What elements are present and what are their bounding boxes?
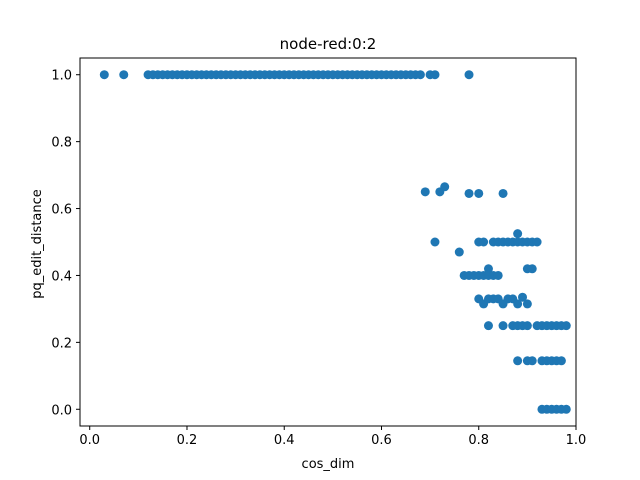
- data-point: [498, 188, 508, 198]
- data-point: [561, 404, 571, 414]
- data-point: [493, 270, 503, 280]
- data-point: [513, 229, 523, 239]
- data-point: [454, 247, 464, 257]
- data-point: [518, 292, 528, 302]
- x-axis-label: cos_dim: [302, 457, 355, 472]
- data-point: [430, 70, 440, 80]
- y-tick-label: 0.6: [51, 203, 72, 218]
- data-point: [522, 321, 532, 331]
- data-point: [532, 237, 542, 247]
- data-point: [119, 70, 129, 80]
- chart-title: node-red:0:2: [280, 35, 377, 53]
- data-point: [527, 356, 537, 366]
- data-point: [561, 321, 571, 331]
- x-tick-label: 0.4: [274, 433, 295, 448]
- x-tick-label: 0.6: [371, 433, 392, 448]
- data-point: [464, 70, 474, 80]
- x-tick-label: 0.0: [79, 433, 100, 448]
- data-point: [464, 188, 474, 198]
- points-layer: [99, 70, 571, 414]
- y-tick-label: 0.0: [51, 403, 72, 418]
- x-tick-label: 1.0: [566, 433, 587, 448]
- data-point: [415, 70, 425, 80]
- data-point: [474, 188, 484, 198]
- data-point: [479, 237, 489, 247]
- y-tick-label: 0.8: [51, 136, 72, 151]
- data-point: [527, 264, 537, 274]
- data-point: [483, 321, 493, 331]
- data-point: [483, 264, 493, 274]
- axes-layer: 0.0 0.2 0.4 0.6 0.8 1.0 0.0 0.2 0.4 0.6 0.8 1.0: [51, 57, 587, 448]
- data-point: [522, 299, 532, 309]
- y-axis-label: pq_edit_distance: [30, 189, 45, 299]
- data-point: [440, 182, 450, 192]
- y-tick-label: 1.0: [51, 69, 72, 84]
- data-point: [430, 237, 440, 247]
- data-point: [556, 356, 566, 366]
- data-point: [420, 187, 430, 197]
- data-point: [513, 299, 523, 309]
- x-tick-label: 0.8: [468, 433, 489, 448]
- plot-frame: [79, 57, 577, 427]
- data-point: [513, 356, 523, 366]
- data-point: [99, 70, 109, 80]
- y-tick-label: 0.2: [51, 336, 72, 351]
- y-tick-label: 0.4: [51, 269, 72, 284]
- x-tick-label: 0.2: [177, 433, 198, 448]
- data-point: [498, 321, 508, 331]
